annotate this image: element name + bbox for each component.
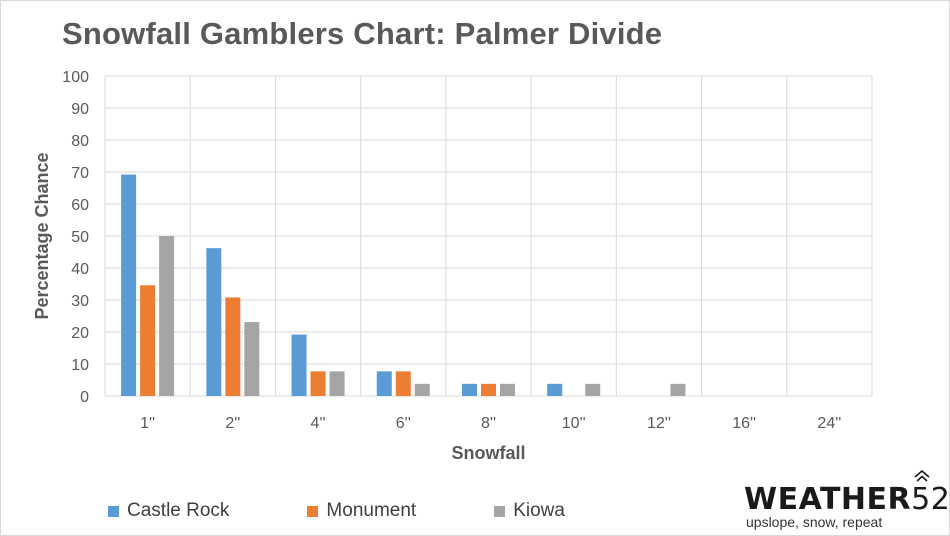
legend-label: Castle Rock bbox=[127, 500, 230, 521]
y-tick-label: 50 bbox=[71, 229, 89, 246]
y-tick-label: 30 bbox=[71, 293, 89, 310]
bar-castle-rock bbox=[547, 383, 563, 396]
y-axis-title: Percentage Chance bbox=[32, 152, 52, 319]
y-tick-label: 80 bbox=[71, 133, 89, 150]
logo-word-light: 5280 bbox=[911, 482, 950, 517]
legend-swatch bbox=[108, 505, 119, 517]
y-tick-label: 0 bbox=[80, 389, 89, 406]
x-axis-title: Snowfall bbox=[451, 443, 525, 463]
bar-castle-rock bbox=[462, 383, 477, 396]
y-tick-label: 90 bbox=[71, 101, 89, 118]
bar-monument bbox=[395, 371, 411, 396]
bar-kiowa bbox=[585, 383, 601, 396]
x-tick-label: 12'' bbox=[647, 415, 671, 432]
bar-monument bbox=[140, 285, 156, 396]
bar-castle-rock bbox=[291, 334, 307, 396]
legend-item: Monument bbox=[307, 500, 416, 522]
bar-monument bbox=[481, 383, 496, 396]
legend-label: Monument bbox=[326, 500, 417, 521]
logo-wordmark: WEATHER5280 bbox=[744, 482, 950, 517]
bar-monument bbox=[310, 371, 326, 396]
x-tick-label: 16'' bbox=[732, 415, 756, 432]
x-tick-label: 4'' bbox=[311, 415, 326, 432]
bar-kiowa bbox=[670, 383, 686, 396]
bar-castle-rock bbox=[206, 248, 222, 396]
bar-castle-rock bbox=[376, 371, 392, 396]
legend-label: Kiowa bbox=[513, 500, 565, 521]
y-tick-label: 20 bbox=[71, 325, 89, 342]
bar-kiowa bbox=[414, 383, 430, 396]
logo-word-bold: WEATHER bbox=[744, 482, 912, 517]
logo-tagline: upslope, snow, repeat bbox=[746, 514, 883, 530]
bar-kiowa bbox=[329, 371, 345, 396]
x-tick-label: 8'' bbox=[481, 415, 496, 432]
x-tick-label: 24'' bbox=[817, 415, 841, 432]
bar-kiowa bbox=[500, 383, 515, 396]
y-tick-label: 40 bbox=[71, 261, 89, 278]
legend-swatch bbox=[307, 505, 319, 517]
y-tick-label: 100 bbox=[62, 69, 89, 86]
chart-title: Snowfall Gamblers Chart: Palmer Divide bbox=[62, 16, 663, 51]
bar-kiowa bbox=[159, 236, 175, 396]
legend-item: Castle Rock bbox=[108, 500, 229, 522]
chart-legend: Castle Rock Monument Kiowa bbox=[108, 500, 643, 522]
bar-castle-rock bbox=[121, 174, 137, 396]
bar-kiowa bbox=[244, 322, 260, 396]
x-tick-label: 6'' bbox=[396, 415, 411, 432]
x-tick-label: 10'' bbox=[562, 415, 586, 432]
weather5280-logo: WEATHER5280 upslope, snow, repeat bbox=[744, 470, 950, 534]
x-tick-label: 2'' bbox=[225, 415, 240, 432]
bar-monument bbox=[225, 297, 241, 396]
mountain-chevron-icon bbox=[914, 470, 930, 482]
y-tick-label: 70 bbox=[71, 165, 89, 182]
legend-item: Kiowa bbox=[494, 500, 565, 522]
y-tick-label: 10 bbox=[71, 357, 89, 374]
y-tick-label: 60 bbox=[71, 197, 89, 214]
x-tick-label: 1'' bbox=[140, 415, 155, 432]
legend-swatch bbox=[494, 505, 506, 517]
